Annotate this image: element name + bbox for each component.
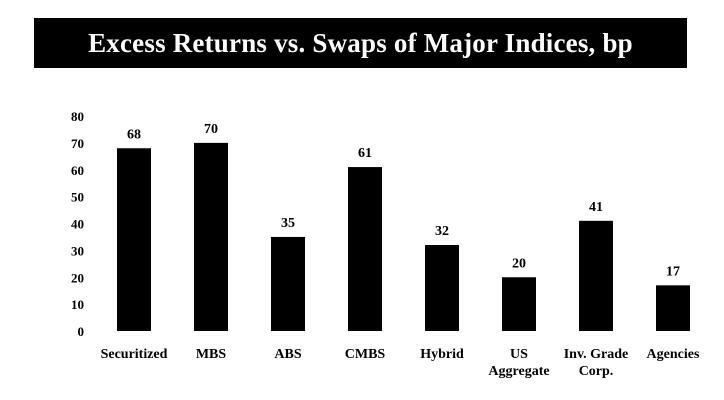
- bar-value-label: 61: [358, 146, 372, 161]
- value-labels-group: 68 70 35 61 32 20 41 17: [127, 122, 680, 279]
- x-tick-label: ABS: [274, 347, 301, 362]
- chart-title-bar: Excess Returns vs. Swaps of Major Indice…: [34, 18, 687, 68]
- bars-group: [117, 142, 690, 331]
- x-tick-label: Hybrid: [420, 347, 464, 362]
- bar: [117, 148, 151, 331]
- x-labels-group: Securitized MBS ABS CMBS Hybrid US Aggregate In…: [101, 347, 700, 379]
- bar-value-label: 17: [666, 264, 680, 279]
- y-tick-label: 30: [71, 243, 84, 258]
- bar-value-label: 70: [204, 122, 218, 137]
- bar: [425, 245, 459, 331]
- x-tick-label: MBS: [196, 347, 227, 362]
- bar: [348, 167, 382, 331]
- bar: [502, 277, 536, 331]
- chart-title: Excess Returns vs. Swaps of Major Indice…: [88, 27, 633, 58]
- x-tick-label: CMBS: [345, 347, 386, 362]
- x-tick-label: Agencies: [647, 347, 700, 362]
- y-tick-label: 0: [78, 324, 85, 339]
- x-tick-label: Securitized: [101, 347, 168, 362]
- y-tick-label: 70: [71, 136, 84, 151]
- bar: [579, 220, 613, 331]
- y-axis: 0 10 20 30 40 50 60 70 80: [71, 109, 84, 339]
- bar-value-label: 68: [127, 127, 141, 142]
- bar-value-label: 20: [512, 256, 526, 271]
- bar: [271, 236, 305, 331]
- bar-value-label: 32: [435, 224, 449, 239]
- x-tick-label: Inv. Grade Corp.: [564, 347, 629, 379]
- y-tick-label: 40: [71, 217, 84, 232]
- y-tick-label: 10: [71, 297, 84, 312]
- bar-value-label: 41: [589, 200, 603, 215]
- y-tick-label: 50: [71, 190, 84, 205]
- bar: [656, 285, 690, 331]
- bar: [194, 142, 228, 331]
- y-tick-label: 80: [71, 109, 84, 124]
- y-tick-label: 20: [71, 270, 84, 285]
- y-tick-label: 60: [71, 163, 84, 178]
- bar-value-label: 35: [281, 216, 295, 231]
- x-tick-label: US Aggregate: [488, 347, 549, 379]
